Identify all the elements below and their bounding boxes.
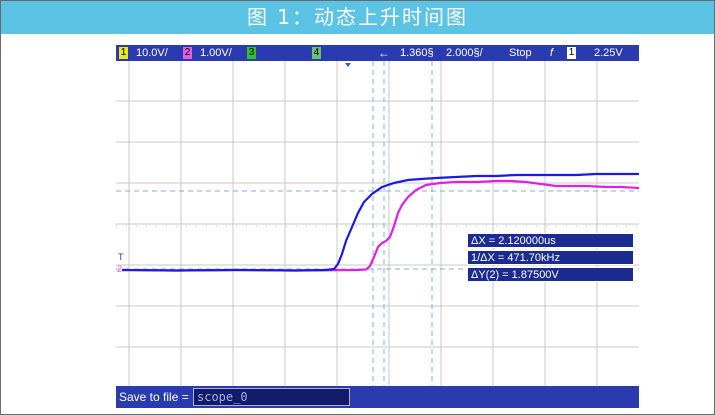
graticule-grid bbox=[116, 61, 639, 386]
timebase-scale[interactable]: 2.000§/ bbox=[446, 47, 483, 59]
trigger-edge-icon: f bbox=[550, 47, 554, 59]
save-filename-field[interactable]: scope_0 bbox=[193, 388, 350, 406]
delta-y-readout: ΔY(2) = 1.87500V bbox=[467, 267, 634, 282]
ch2-scale[interactable]: 1.00V/ bbox=[200, 47, 232, 59]
delta-x-readout: ΔX = 2.120000us bbox=[467, 233, 634, 248]
save-to-file-bar: Save to file = scope_0 bbox=[116, 386, 639, 408]
ch1-scale[interactable]: 10.0V/ bbox=[136, 47, 168, 59]
run-state[interactable]: Stop bbox=[509, 47, 532, 59]
ch2-number: 2 bbox=[183, 47, 192, 59]
trigger-position-marker bbox=[345, 63, 351, 67]
figure-title: 图 1：动态上升时间图 bbox=[1, 1, 714, 34]
ch2-ground-marker: 2 bbox=[117, 264, 123, 274]
ch3-number: 3 bbox=[247, 47, 256, 59]
delay-icon: ← bbox=[378, 46, 390, 60]
time-delay[interactable]: 1.360§ bbox=[400, 47, 434, 59]
save-label: Save to file = bbox=[119, 390, 189, 404]
scope-status-bar: 1 10.0V/ 2 1.00V/ 3 4 ← 1.360§ 2.000§/ S… bbox=[116, 45, 639, 61]
ch2-trace bbox=[121, 179, 639, 272]
ch1-trace bbox=[121, 172, 639, 272]
trigger-level-marker: T bbox=[118, 252, 124, 262]
trigger-channel: 1 bbox=[567, 47, 576, 59]
inverse-delta-x-readout: 1/ΔX = 471.70kHz bbox=[467, 250, 634, 265]
ch1-number: 1 bbox=[119, 47, 128, 59]
oscilloscope-screen: 1 10.0V/ 2 1.00V/ 3 4 ← 1.360§ 2.000§/ S… bbox=[116, 45, 639, 408]
scope-plot-area: T 2 ΔX = 2.120000us 1/ΔX = 471.70kHz ΔY(… bbox=[116, 61, 639, 386]
waveform-display bbox=[116, 61, 639, 386]
ch4-number: 4 bbox=[312, 47, 321, 59]
trigger-level[interactable]: 2.25V bbox=[594, 47, 623, 59]
